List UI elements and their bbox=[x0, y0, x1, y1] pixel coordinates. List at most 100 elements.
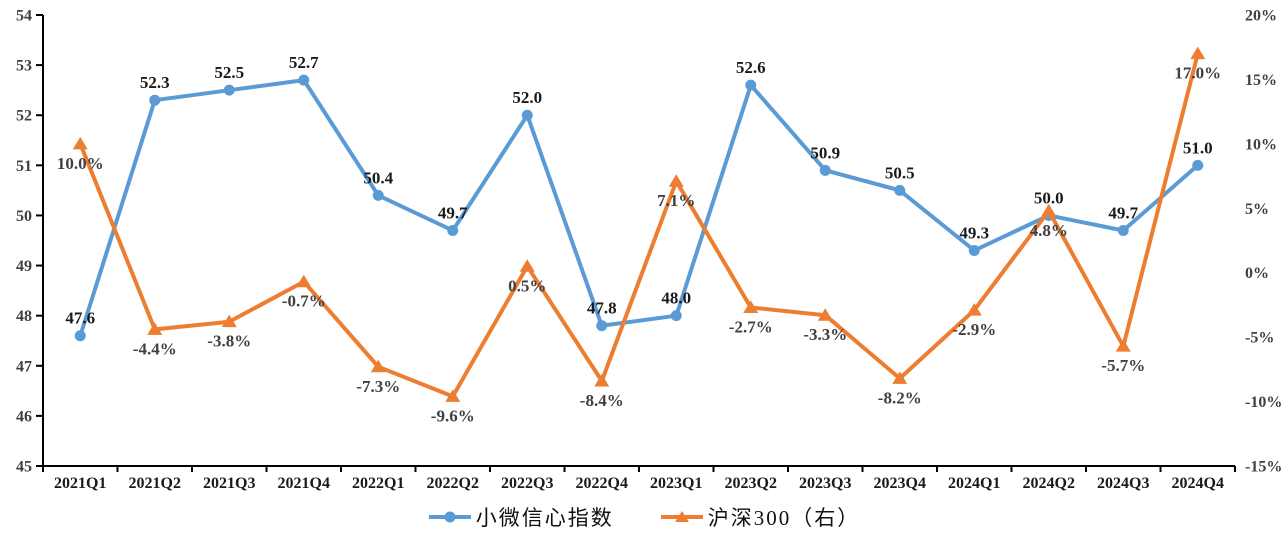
data-point-label: 51.0 bbox=[1183, 138, 1213, 157]
data-point-marker-circle bbox=[596, 320, 608, 332]
data-point-marker-circle bbox=[74, 330, 86, 342]
data-point-label: -4.4% bbox=[133, 339, 177, 358]
legend-item-confidence-index: 小微信心指数 bbox=[428, 502, 614, 532]
series-line-csi300 bbox=[78, 51, 1200, 399]
data-point-label: 47.8 bbox=[587, 299, 617, 318]
data-point-label: 7.1% bbox=[657, 191, 695, 210]
data-point-marker-triangle bbox=[966, 303, 982, 316]
x-axis-category-label: 2022Q2 bbox=[427, 475, 479, 492]
legend-item-csi300: 沪深300（右） bbox=[660, 502, 861, 532]
data-point-marker-circle bbox=[894, 184, 906, 196]
data-point-marker-triangle bbox=[72, 136, 88, 150]
data-point-marker-circle bbox=[819, 164, 831, 176]
data-point-marker-triangle bbox=[519, 259, 535, 272]
legend: 小微信心指数 沪深300（右） bbox=[0, 497, 1288, 537]
data-point-marker-triangle bbox=[147, 322, 163, 335]
data-point-label: 50.0 bbox=[1034, 188, 1064, 207]
y-axis-left-tick-label: 50 bbox=[16, 208, 32, 225]
x-axis-category-label: 2023Q1 bbox=[650, 475, 702, 492]
data-point-label: 52.7 bbox=[289, 53, 319, 72]
y-axis-left-tick-label: 47 bbox=[16, 358, 32, 375]
data-point-marker-circle bbox=[521, 109, 533, 121]
data-point-marker-triangle bbox=[668, 174, 684, 187]
data-point-marker-triangle bbox=[892, 371, 908, 384]
y-axis-left-tick-label: 54 bbox=[16, 8, 32, 25]
x-axis-category-label: 2022Q3 bbox=[501, 475, 553, 492]
data-point-marker-circle bbox=[1117, 224, 1129, 236]
x-axis-category-label: 2023Q2 bbox=[725, 475, 777, 492]
data-point-marker-circle bbox=[968, 245, 980, 257]
y-axis-right-tick-label: -5% bbox=[1245, 330, 1274, 347]
data-point-label: 47.6 bbox=[65, 309, 95, 328]
data-point-label: 50.4 bbox=[363, 168, 393, 187]
data-point-marker-triangle bbox=[817, 308, 833, 321]
data-point-label: -7.3% bbox=[356, 377, 400, 396]
y-axis-left-tick-label: 49 bbox=[16, 258, 32, 275]
y-axis-right-tick-label: 15% bbox=[1245, 72, 1277, 89]
data-point-label: 48.0 bbox=[661, 289, 691, 308]
data-point-label: 4.8% bbox=[1030, 221, 1068, 240]
x-axis-category-label: 2024Q2 bbox=[1023, 475, 1075, 492]
x-axis-category-label: 2021Q4 bbox=[278, 475, 330, 492]
y-axis-left-tick-label: 45 bbox=[16, 459, 32, 476]
y-axis-right-tick-label: 0% bbox=[1245, 265, 1269, 282]
data-point-marker-circle bbox=[745, 79, 757, 91]
data-point-marker-triangle bbox=[594, 373, 610, 387]
data-point-label: -5.7% bbox=[1101, 356, 1145, 375]
x-axis-category-label: 2021Q2 bbox=[129, 475, 181, 492]
data-point-marker-circle bbox=[447, 224, 459, 236]
data-point-label: 10.0% bbox=[57, 154, 104, 173]
data-point-marker-circle bbox=[670, 310, 682, 322]
data-point-label: 52.0 bbox=[512, 88, 542, 107]
data-point-marker-triangle bbox=[743, 300, 759, 314]
orange-line-triangle-marker-icon bbox=[660, 511, 703, 522]
data-point-label: -2.7% bbox=[729, 318, 773, 337]
data-point-label: 49.7 bbox=[1108, 203, 1138, 222]
x-axis-category-label: 2024Q3 bbox=[1097, 475, 1149, 492]
y-axis-right-tick-label: 20% bbox=[1245, 8, 1277, 25]
data-point-marker-triangle bbox=[1190, 46, 1206, 60]
data-point-label: 50.9 bbox=[810, 143, 840, 162]
legend-label-confidence-index: 小微信心指数 bbox=[475, 506, 614, 530]
y-axis-left-tick-label: 52 bbox=[16, 108, 32, 125]
data-point-label: 52.5 bbox=[214, 63, 244, 82]
data-point-marker-triangle bbox=[221, 314, 237, 328]
x-axis-category-label: 2021Q1 bbox=[54, 475, 106, 492]
y-axis-left-tick-label: 48 bbox=[16, 308, 32, 325]
data-point-label: -9.6% bbox=[431, 406, 475, 425]
data-point-label: -3.8% bbox=[207, 332, 251, 351]
data-point-label: -3.3% bbox=[803, 325, 847, 344]
y-axis-left-tick-label: 53 bbox=[16, 58, 32, 75]
data-point-label: -0.7% bbox=[282, 292, 326, 311]
legend-label-csi300: 沪深300（右） bbox=[707, 506, 861, 530]
data-point-marker-triangle bbox=[370, 359, 386, 373]
data-point-label: 17.0% bbox=[1174, 64, 1221, 83]
y-axis-left-tick-label: 51 bbox=[16, 158, 32, 175]
data-point-label: -8.2% bbox=[878, 388, 922, 407]
y-axis-right-tick-label: 5% bbox=[1245, 201, 1269, 218]
data-point-marker-circle bbox=[1192, 159, 1204, 171]
data-point-label: 49.7 bbox=[438, 203, 468, 222]
data-point-marker-circle bbox=[298, 74, 310, 86]
data-point-label: -8.4% bbox=[580, 391, 624, 410]
y-axis-right-tick-label: -15% bbox=[1245, 459, 1282, 476]
x-axis-category-label: 2023Q4 bbox=[874, 475, 926, 492]
y-axis-right-tick-label: 10% bbox=[1245, 136, 1277, 153]
data-point-label: 52.3 bbox=[140, 73, 170, 92]
x-axis-category-label: 2022Q1 bbox=[352, 475, 404, 492]
data-point-label: 50.5 bbox=[885, 163, 915, 182]
data-point-marker-triangle bbox=[296, 274, 312, 288]
x-axis-category-label: 2024Q1 bbox=[948, 475, 1000, 492]
blue-line-circle-marker-icon bbox=[428, 511, 471, 523]
data-point-label: -2.9% bbox=[952, 320, 996, 339]
x-axis-category-label: 2021Q3 bbox=[203, 475, 255, 492]
data-point-label: 49.3 bbox=[959, 224, 989, 243]
data-point-label: 52.6 bbox=[736, 58, 766, 77]
y-axis-right-tick-label: -10% bbox=[1245, 394, 1282, 411]
data-point-marker-circle bbox=[372, 189, 384, 201]
data-point-label: 0.5% bbox=[508, 276, 546, 295]
x-axis-category-label: 2023Q3 bbox=[799, 475, 851, 492]
data-point-marker-triangle bbox=[1041, 203, 1057, 217]
x-axis-category-label: 2024Q4 bbox=[1172, 475, 1224, 492]
